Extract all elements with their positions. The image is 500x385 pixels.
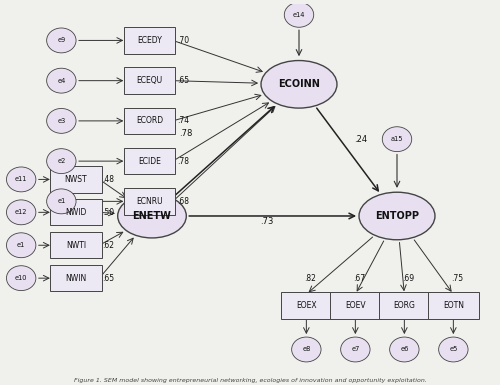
Text: .62: .62: [102, 241, 115, 250]
Text: .67: .67: [353, 274, 365, 283]
FancyBboxPatch shape: [124, 188, 176, 214]
Text: ENTOPP: ENTOPP: [375, 211, 419, 221]
Text: e9: e9: [57, 37, 66, 44]
Text: NWIN: NWIN: [66, 274, 86, 283]
Text: NWTI: NWTI: [66, 241, 86, 250]
Text: .75: .75: [451, 274, 463, 283]
Text: e14: e14: [293, 12, 305, 18]
FancyBboxPatch shape: [50, 265, 102, 291]
Text: e10: e10: [15, 275, 28, 281]
Ellipse shape: [46, 149, 76, 174]
Ellipse shape: [6, 200, 36, 225]
Ellipse shape: [390, 337, 419, 362]
Text: .73: .73: [260, 217, 274, 226]
Text: .50: .50: [102, 208, 115, 217]
Text: ECNRU: ECNRU: [136, 197, 163, 206]
Ellipse shape: [46, 109, 76, 133]
Text: ECOINN: ECOINN: [278, 79, 320, 89]
Text: e4: e4: [57, 78, 66, 84]
Text: ECEDY: ECEDY: [137, 36, 162, 45]
FancyBboxPatch shape: [378, 293, 430, 319]
Text: .69: .69: [402, 274, 414, 283]
Ellipse shape: [46, 28, 76, 53]
Text: .78: .78: [180, 129, 193, 138]
Text: .48: .48: [102, 175, 115, 184]
FancyBboxPatch shape: [124, 67, 176, 94]
Ellipse shape: [46, 68, 76, 93]
Text: e1: e1: [17, 242, 25, 248]
Ellipse shape: [438, 337, 468, 362]
Ellipse shape: [382, 127, 412, 152]
FancyBboxPatch shape: [124, 108, 176, 134]
Text: NWID: NWID: [66, 208, 86, 217]
Text: ECORD: ECORD: [136, 116, 163, 126]
Text: EOTN: EOTN: [443, 301, 464, 310]
Ellipse shape: [46, 189, 76, 214]
Text: e7: e7: [351, 346, 360, 353]
Text: ENETW: ENETW: [132, 211, 172, 221]
Text: ECIDE: ECIDE: [138, 157, 161, 166]
Text: Figure 1. SEM model showing entrepreneurial networking, ecologies of innovation : Figure 1. SEM model showing entrepreneur…: [74, 378, 426, 383]
Text: e6: e6: [400, 346, 408, 353]
Text: .68: .68: [176, 197, 188, 206]
FancyBboxPatch shape: [124, 27, 176, 54]
Ellipse shape: [340, 337, 370, 362]
Text: e8: e8: [302, 346, 310, 353]
FancyBboxPatch shape: [428, 293, 479, 319]
Text: e5: e5: [449, 346, 458, 353]
Text: e2: e2: [57, 158, 66, 164]
Ellipse shape: [292, 337, 321, 362]
Ellipse shape: [118, 194, 186, 238]
FancyBboxPatch shape: [50, 166, 102, 192]
Text: EORG: EORG: [394, 301, 415, 310]
FancyBboxPatch shape: [50, 199, 102, 226]
Text: .78: .78: [176, 157, 188, 166]
Ellipse shape: [6, 266, 36, 291]
Text: .70: .70: [176, 36, 189, 45]
Text: NWST: NWST: [64, 175, 88, 184]
FancyBboxPatch shape: [50, 232, 102, 258]
FancyBboxPatch shape: [124, 148, 176, 174]
Ellipse shape: [359, 192, 435, 240]
Text: .24: .24: [354, 135, 367, 144]
Ellipse shape: [6, 167, 36, 192]
Ellipse shape: [261, 60, 337, 108]
FancyBboxPatch shape: [280, 293, 332, 319]
Text: .82: .82: [304, 274, 316, 283]
Text: e12: e12: [15, 209, 28, 215]
Text: .65: .65: [102, 274, 115, 283]
Text: ECEQU: ECEQU: [136, 76, 162, 85]
Ellipse shape: [284, 2, 314, 27]
Text: .74: .74: [176, 116, 189, 126]
Text: e1: e1: [57, 198, 66, 204]
Text: .65: .65: [176, 76, 189, 85]
Text: a15: a15: [391, 136, 403, 142]
Ellipse shape: [6, 233, 36, 258]
Text: e3: e3: [57, 118, 66, 124]
FancyBboxPatch shape: [330, 293, 381, 319]
Text: e11: e11: [15, 176, 28, 182]
Text: EOEX: EOEX: [296, 301, 316, 310]
Text: EOEV: EOEV: [345, 301, 366, 310]
